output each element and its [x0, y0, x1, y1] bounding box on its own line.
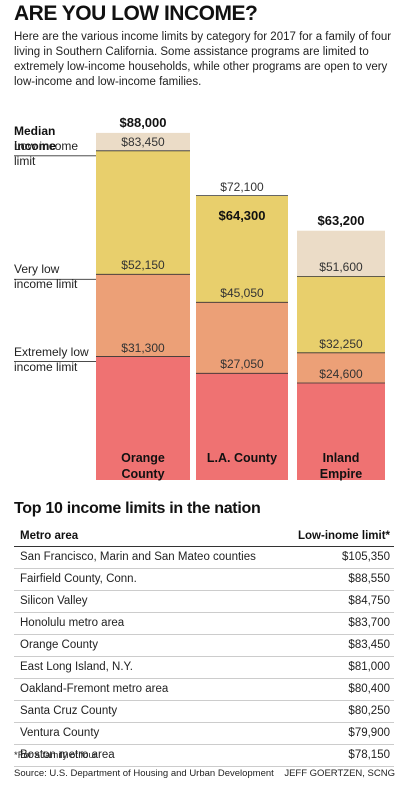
table-row: Santa Cruz County $80,250: [14, 700, 394, 723]
value-label: $52,150: [121, 258, 165, 273]
category-label: Inland Empire: [319, 451, 363, 481]
table-row: Silicon Valley $84,750: [14, 590, 394, 613]
value-label: $72,100: [220, 179, 264, 194]
table-cell: $80,250: [281, 700, 394, 723]
value-label: $32,250: [319, 336, 363, 351]
table-cell: $105,350: [281, 546, 394, 569]
value-label: $63,200: [317, 212, 365, 228]
intro: Here are the various income limits by ca…: [14, 31, 392, 88]
footnote: *For a family of four: [14, 750, 97, 761]
table-cell: $88,550: [281, 568, 394, 591]
value-label: $27,050: [220, 357, 264, 372]
table-cell: $81,000: [281, 656, 394, 679]
category-label: Orange County: [121, 451, 165, 481]
table-cell: Orange County: [14, 634, 282, 657]
value-label: $83,450: [121, 134, 165, 149]
value-label: $64,300: [218, 208, 266, 224]
table-row: Fairfield County, Conn. $88,550: [14, 568, 394, 591]
header-cell: Low-inome limit*: [281, 527, 394, 547]
table-row: Oakland-Fremont metro area $80,400: [14, 678, 394, 701]
header-row: Metro area Low-inome limit*: [14, 527, 394, 547]
table-cell: $79,900: [281, 722, 394, 745]
bar: [196, 373, 288, 480]
legend-label: Low income limit: [14, 138, 79, 168]
bar: [96, 356, 190, 480]
table-cell: Fairfield County, Conn.: [14, 568, 282, 591]
table-row: Honolulu metro area $83,700: [14, 612, 394, 635]
value-label: $51,600: [319, 260, 363, 275]
source: Source: U.S. Department of Housing and U…: [14, 768, 274, 779]
legend-label: Median income: [14, 123, 57, 153]
table-cell: Boston metro area: [14, 744, 282, 767]
legend-label: Very low income limit: [14, 262, 78, 292]
value-label: $88,000: [119, 114, 167, 130]
bar: [297, 382, 385, 480]
table-cell: Ventura County: [14, 722, 282, 745]
table-row: Orange County $83,450: [14, 634, 394, 657]
table-row: East Long Island, N.Y. $81,000: [14, 656, 394, 679]
table-row: Boston metro area $78,150: [14, 744, 394, 767]
table-row: Ventura County $79,900: [14, 722, 394, 745]
credit: JEFF GOERTZEN, SCNG: [284, 768, 395, 779]
table-cell: $83,450: [281, 634, 394, 657]
table-cell: San Francisco, Marin and San Mateo count…: [14, 546, 282, 569]
value-label: $24,600: [319, 366, 363, 381]
table-cell: Santa Cruz County: [14, 700, 282, 723]
legend-label: Extremely low income limit: [14, 344, 89, 374]
table-row: San Francisco, Marin and San Mateo count…: [14, 546, 394, 569]
table-cell: Oakland-Fremont metro area: [14, 678, 282, 701]
value-label: $31,300: [121, 340, 165, 355]
table-title: Top 10 income limits in the nation: [14, 500, 261, 517]
value-label: $45,050: [220, 286, 264, 301]
header-cell: Metro area: [14, 527, 282, 547]
table-cell: $78,150: [281, 744, 394, 767]
table-cell: $83,700: [281, 612, 394, 635]
table-cell: Silicon Valley: [14, 590, 282, 613]
table: Metro area Low-inome limit* San Francisc…: [14, 527, 394, 767]
table-cell: $80,400: [281, 678, 394, 701]
category-label: L.A. County: [206, 451, 278, 465]
table-cell: Honolulu metro area: [14, 612, 282, 635]
chart: [14, 132, 385, 480]
title: ARE YOU LOW INCOME?: [14, 2, 258, 25]
table-cell: East Long Island, N.Y.: [14, 656, 282, 679]
table-cell: $84,750: [281, 590, 394, 613]
